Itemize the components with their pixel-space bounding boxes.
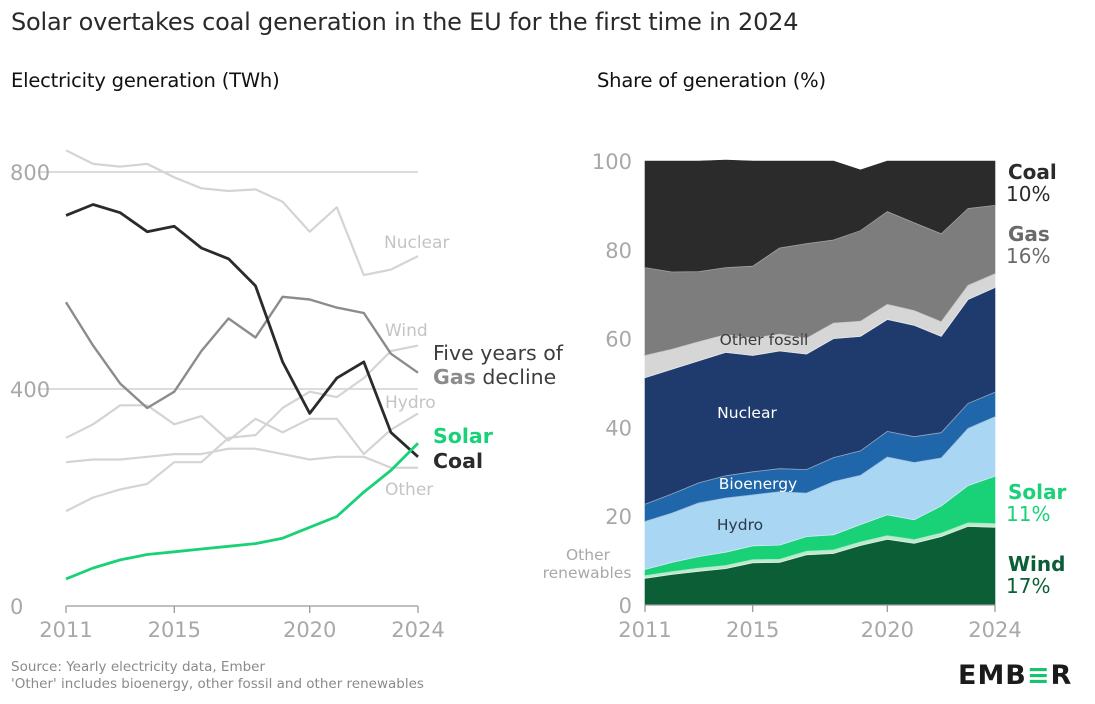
- gas-end-label: Gas: [1008, 222, 1050, 246]
- hydro-area-label: Hydro: [717, 516, 763, 534]
- area-separator: [644, 205, 996, 273]
- other-line-label: Other: [385, 480, 433, 500]
- gas-annotation-rest: decline: [476, 365, 556, 389]
- left-y-tick-label: 400: [10, 378, 50, 402]
- right-y-tick-label: 40: [605, 416, 632, 440]
- left-x-tick-label: 2020: [283, 618, 336, 642]
- left-x-tick-label: 2024: [391, 618, 444, 642]
- gas-annotation-line2: Gas decline: [433, 365, 556, 389]
- logo-e-mark: ≡: [1026, 660, 1051, 691]
- left-y-tick-label: 800: [10, 161, 50, 185]
- footer: Source: Yearly electricity data, Ember '…: [11, 659, 424, 693]
- line-hydro: [65, 404, 419, 456]
- nuclear-line-label: Nuclear: [384, 233, 449, 253]
- other-renewables-label-1: Other: [566, 546, 611, 564]
- right-y-tick-label: 100: [592, 150, 632, 174]
- line-wind: [65, 344, 419, 513]
- coal-end-label: Coal: [1008, 160, 1057, 184]
- right-chart-areas: [644, 159, 996, 606]
- line-other: [65, 447, 418, 469]
- gas-end-pct: 16%: [1006, 244, 1050, 268]
- right-y-tick-label: 80: [605, 239, 632, 263]
- right-chart-labels: Other fossil Nuclear Bioenergy Hydro Otherre…: [543, 160, 1067, 598]
- ember-logo: EMB≡R: [958, 660, 1072, 691]
- right-x-tick-label: 2015: [726, 618, 779, 642]
- area-separator: [644, 475, 996, 570]
- bioenergy-area-label: Bioenergy: [719, 475, 797, 493]
- right-y-tick-label: 20: [605, 505, 632, 529]
- left-x-tick-label: 2015: [148, 618, 201, 642]
- logo-text-a: EMB: [958, 660, 1027, 691]
- left-chart-lines: [64, 149, 419, 581]
- solar-line-label: Solar: [433, 424, 494, 448]
- line-solar: [65, 442, 419, 581]
- area-separator: [644, 287, 996, 379]
- source-note: Source: Yearly electricity data, Ember: [11, 659, 266, 675]
- line-coal: [65, 203, 419, 458]
- other-note: 'Other' includes bioenergy, other fossil…: [11, 676, 424, 692]
- area-separator: [644, 416, 996, 522]
- wind-end-pct: 17%: [1006, 574, 1050, 598]
- solar-end-label: Solar: [1008, 480, 1066, 504]
- left-y-tick-label: 0: [10, 595, 23, 619]
- gas-word: Gas: [433, 365, 476, 389]
- area-separator: [644, 273, 996, 356]
- coal-line-label: Coal: [433, 449, 483, 473]
- area-separator: [644, 391, 996, 505]
- right-chart-axes: 0 20 40 60 80 100 2011 2015 2020 2024: [592, 150, 1022, 642]
- left-x-tick-label: 2011: [39, 618, 92, 642]
- other-renewables-label-2: renewables: [543, 564, 632, 582]
- area-separator: [644, 525, 996, 579]
- logo-text-b: R: [1050, 660, 1073, 691]
- right-panel-title: Share of generation (%): [597, 69, 826, 92]
- hydro-line-label: Hydro: [385, 393, 436, 413]
- left-chart-grid: 0 400 800 2011 2015 2020 2024: [10, 161, 445, 642]
- right-x-tick-label: 2020: [861, 618, 914, 642]
- line-gas: [64, 295, 419, 410]
- right-y-tick-label: 0: [619, 594, 632, 618]
- other-fossil-area-label: Other fossil: [720, 331, 809, 349]
- right-x-tick-label: 2024: [968, 618, 1021, 642]
- solar-end-pct: 11%: [1006, 502, 1050, 526]
- right-y-tick-label: 60: [605, 328, 632, 352]
- chart-title: Solar overtakes coal generation in the E…: [11, 8, 799, 36]
- left-panel-title: Electricity generation (TWh): [11, 69, 280, 92]
- nuclear-area-label: Nuclear: [717, 404, 777, 422]
- coal-end-pct: 10%: [1006, 182, 1050, 206]
- gas-annotation-line1: Five years of: [433, 341, 564, 365]
- area-separator: [644, 522, 996, 577]
- wind-line-label: Wind: [385, 321, 428, 341]
- right-x-tick-label: 2011: [618, 618, 671, 642]
- wind-end-label: Wind: [1008, 552, 1065, 576]
- line-nuclear: [65, 149, 419, 277]
